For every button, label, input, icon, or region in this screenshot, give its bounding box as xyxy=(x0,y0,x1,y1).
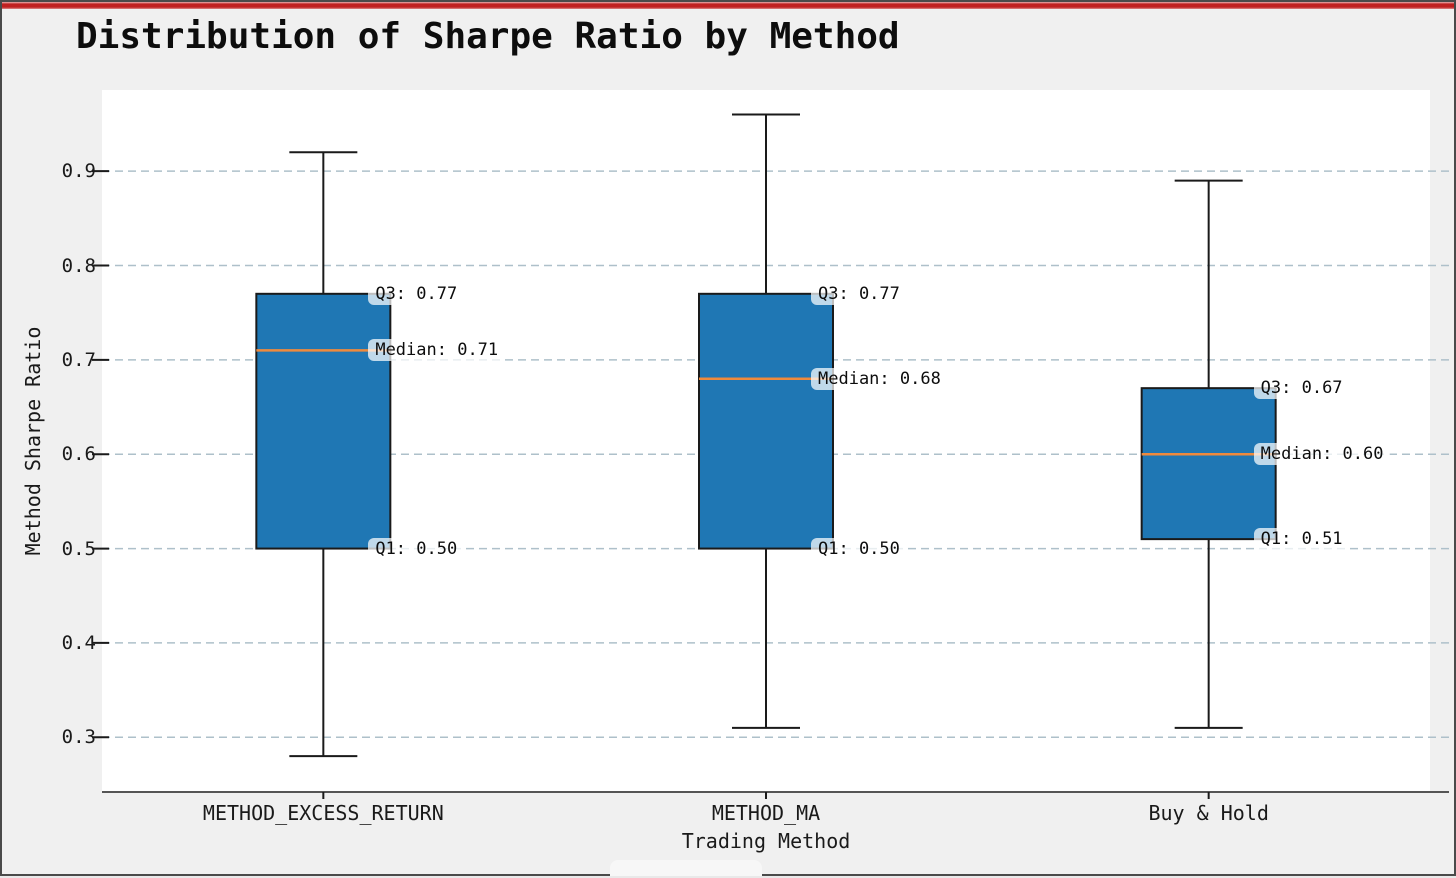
window-top-accent-bar xyxy=(2,2,1454,9)
annotation-q3: Q3: 0.67 xyxy=(1253,377,1350,400)
annotation-q1: Q1: 0.50 xyxy=(368,537,465,560)
y-tick-label: 0.6 xyxy=(61,443,96,466)
iqr-box xyxy=(698,292,834,550)
iqr-box xyxy=(255,292,392,550)
y-tick-label: 0.8 xyxy=(61,254,96,277)
x-axis-title: Trading Method xyxy=(681,829,851,853)
y-tick-label: 0.4 xyxy=(61,631,96,654)
annotation-q1: Q1: 0.50 xyxy=(811,537,907,560)
annotation-q1: Q1: 0.51 xyxy=(1253,528,1350,551)
y-tick-label: 0.9 xyxy=(61,160,96,183)
y-axis-title: Method Sharpe Ratio xyxy=(21,326,45,556)
annotation-q3: Q3: 0.77 xyxy=(811,282,907,305)
chart-title: Distribution of Sharpe Ratio by Method xyxy=(76,16,900,57)
annotation-q3: Q3: 0.77 xyxy=(368,282,465,305)
x-category-label: METHOD_MA xyxy=(711,801,821,825)
annotation-median: Median: 0.68 xyxy=(811,367,948,390)
x-category-label: METHOD_EXCESS_RETURN xyxy=(202,801,444,825)
x-category-label: Buy & Hold xyxy=(1148,801,1269,825)
annotation-median: Median: 0.60 xyxy=(1253,443,1391,466)
y-tick-label: 0.5 xyxy=(61,537,96,560)
annotation-median: Median: 0.71 xyxy=(368,339,506,362)
bottom-edge-pill xyxy=(610,860,762,876)
y-tick-label: 0.7 xyxy=(61,348,96,371)
y-tick-label: 0.3 xyxy=(61,726,96,749)
iqr-box xyxy=(1140,387,1277,541)
